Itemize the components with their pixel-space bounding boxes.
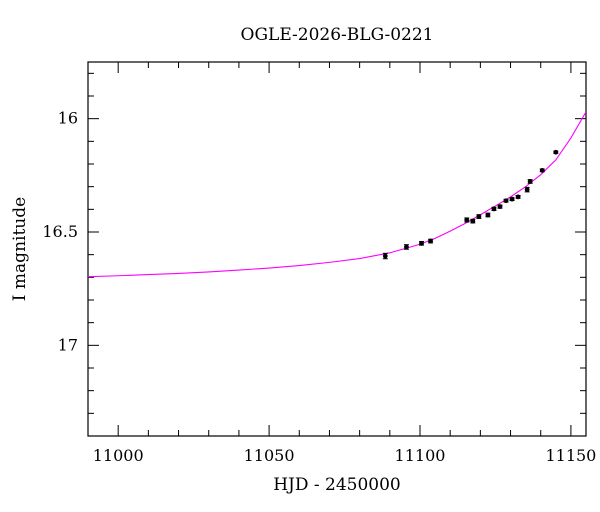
data-point	[509, 196, 515, 202]
data-point	[419, 240, 424, 246]
data-point	[464, 217, 470, 223]
y-tick-label: 17	[58, 335, 78, 354]
data-points	[382, 149, 559, 260]
model-curve	[88, 111, 586, 278]
x-tick-label: 11000	[93, 446, 144, 465]
data-point	[428, 238, 433, 244]
plot-frame	[87, 61, 587, 437]
x-tick-label: 11050	[244, 446, 295, 465]
data-point	[485, 212, 491, 218]
tick-labels: 11000 11050 11100 11150 16 16.5 17	[42, 109, 596, 465]
x-axis-label: HJD - 2450000	[273, 475, 401, 495]
data-point	[553, 149, 559, 155]
y-tick-label: 16.5	[42, 222, 78, 241]
data-point	[515, 194, 521, 200]
data-point	[404, 244, 409, 250]
data-point	[491, 206, 497, 212]
data-point	[539, 167, 545, 173]
data-point	[524, 187, 530, 193]
y-axis-label: I magnitude	[10, 197, 30, 301]
data-point	[476, 214, 482, 219]
data-point	[527, 179, 533, 184]
data-point	[497, 204, 503, 210]
y-tick-label: 16	[58, 109, 78, 128]
axis-ticks	[87, 62, 586, 437]
data-point	[503, 198, 509, 204]
data-point	[470, 218, 476, 224]
x-tick-label: 11100	[395, 446, 446, 465]
data-point	[382, 253, 388, 259]
chart-title: OGLE-2026-BLG-0221	[241, 25, 434, 45]
x-tick-label: 11150	[545, 446, 596, 465]
